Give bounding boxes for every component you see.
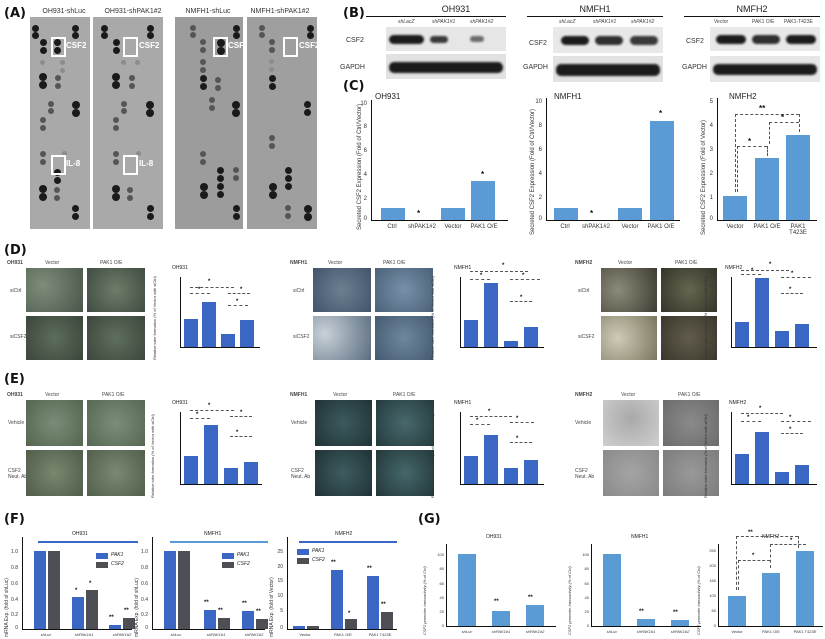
cytokine-array-oh931-shpak1: CSF2 IL-8 xyxy=(93,17,163,229)
tube-formation-e-nmfh1: NMFH1 Vector PAK1 O/E Vehicle CSF2 Neut.… xyxy=(283,390,553,498)
chart-e-oh931: OH931 Relative tube formation (% of Vect… xyxy=(150,400,272,498)
chart-c-nmfh2: NMFH2 Secreted CSF2 Expression (Fold of … xyxy=(701,90,825,236)
chart-g-nmfh2: NMFH2 CSF2 promoter transactivity (% of … xyxy=(696,530,825,637)
chart-d-nmfh2: NMFH2 Relative tube formation (% of Vect… xyxy=(703,262,825,360)
cytokine-array-nmfh1-shluc: CSF2 xyxy=(175,17,248,229)
panel-label-c: (C) xyxy=(343,79,365,94)
panel-label-g: (G) xyxy=(418,512,441,527)
chart-d-oh931: OH931 Relative tube formation (% of Vect… xyxy=(152,265,272,360)
cytokine-array-oh931-shluc: CSF2 IL-8 xyxy=(30,17,90,229)
tube-formation-d-nmfh1: NMFH1 Vector PAK1 O/E siCtrl siCSF2 xyxy=(283,258,553,363)
tube-formation-e-nmfh2: NMFH2 Vector PAK1 O/E Vehicle CSF2 Neut.… xyxy=(553,390,825,498)
chart-d-nmfh1: NMFH1 Relative tube formation (% of Vect… xyxy=(430,263,552,360)
panel-label-e: (E) xyxy=(4,372,25,387)
chart-c-nmfh1: NMFH1 Secreted CSF2 Expression (Fold of … xyxy=(530,90,680,235)
array-title: NMFH1-shLuc xyxy=(185,8,231,15)
chart-c-oh931: OH931 Secreted CSF2 Expression (Fold of … xyxy=(357,90,510,230)
array-title: NMFH1-shPAK1#2 xyxy=(250,8,310,15)
tube-formation-d-nmfh2: NMFH2 Vector PAK1 O/E siCtrl siCSF2 xyxy=(553,258,825,363)
chart-e-nmfh2: NMFH2 Relative tube formation (% of Vect… xyxy=(703,400,825,498)
chart-f-oh931: OH931 mRNA Exp. (fold of shLuc) 1.0 0.8 … xyxy=(4,531,138,637)
chart-g-oh931: OH931 CSF2 promoter transactivity (% of … xyxy=(422,534,556,637)
cytokine-array-nmfh1-shpak1: CSF2 xyxy=(247,17,319,229)
chart-f-nmfh1: NMFH1 mRNA Exp. (fold of shLuc) 1.0 0.8 … xyxy=(134,531,268,637)
panel-label-b: (B) xyxy=(343,6,365,21)
chart-e-nmfh1: NMFH1 Relative tube formation (% of Vect… xyxy=(430,400,552,498)
chart-f-nmfh2: NMFH2 mRNA Exp. (fold of Vector) 25 20 1… xyxy=(269,531,398,637)
array-title: OH931-shLuc xyxy=(42,8,86,15)
chart-g-nmfh1: NMFH1 CSF2 promoter transactivity (% of … xyxy=(567,534,701,637)
tube-formation-d-oh931: OH931 Vector PAK1 O/E siCtrl siCSF2 xyxy=(0,258,275,363)
tube-formation-e-oh931: OH931 Vector PAK1 O/E Vehicle CSF2 Neut.… xyxy=(0,390,275,498)
panel-label-f: (F) xyxy=(4,512,25,527)
panel-label-a: (A) xyxy=(4,6,26,21)
panel-label-d: (D) xyxy=(4,243,27,258)
array-title: OH931-shPAK1#2 xyxy=(104,8,162,15)
